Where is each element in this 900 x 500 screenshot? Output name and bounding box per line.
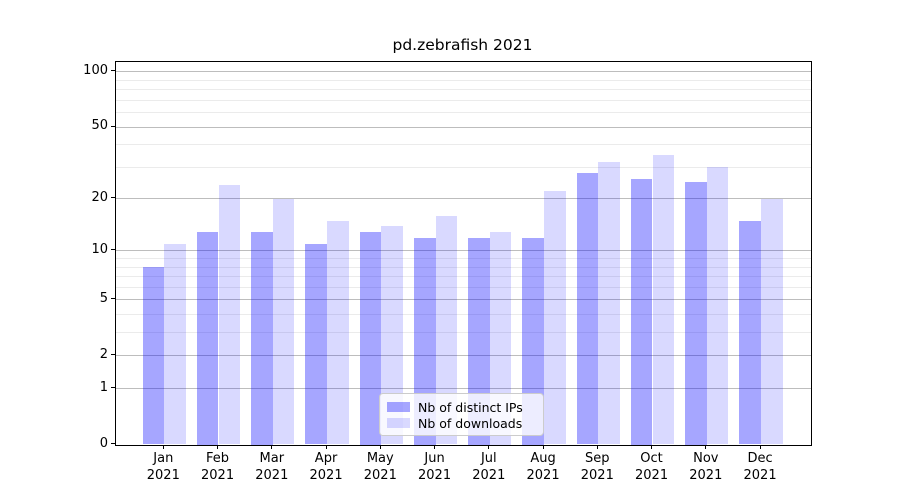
x-tick-label-mar: Mar 2021 <box>245 450 299 484</box>
x-tick-label-may: May 2021 <box>353 450 407 484</box>
gridline-major-2 <box>116 355 811 357</box>
bar-downloads-jan <box>164 243 186 445</box>
gridline-minor-9 <box>116 258 811 260</box>
gridline-minor-30 <box>116 166 811 168</box>
bar-downloads-jun <box>435 215 458 445</box>
bar-distinct-ips-apr <box>305 243 328 445</box>
bar-distinct-ips-nov <box>685 181 707 445</box>
x-tick-label-nov: Nov 2021 <box>679 450 733 484</box>
bar-distinct-ips-jan <box>142 267 165 445</box>
bar-distinct-ips-feb <box>196 231 219 445</box>
y-tick-label-10: 10 <box>91 241 108 257</box>
gridline-minor-70 <box>116 99 811 101</box>
gridline-minor-60 <box>116 112 811 114</box>
bar-downloads-feb <box>218 184 241 445</box>
x-tick-label-feb: Feb 2021 <box>191 450 245 484</box>
x-tick-month: Mar <box>259 451 285 466</box>
gridline-minor-4 <box>116 314 811 316</box>
gridline-major-100 <box>116 71 811 73</box>
gridline-major-50 <box>116 126 811 128</box>
gridline-major-20 <box>116 198 811 200</box>
x-tick-label-jun: Jun 2021 <box>408 450 462 484</box>
x-tick-month: Jul <box>480 451 497 466</box>
x-tick-year: 2021 <box>580 468 614 483</box>
y-tick-label-5: 5 <box>99 290 108 306</box>
x-tick-month: Jun <box>424 451 445 466</box>
y-tick-label-100: 100 <box>83 62 108 78</box>
gridline-minor-40 <box>116 144 811 146</box>
bar-downloads-oct <box>652 155 675 445</box>
x-tick-month: May <box>366 451 394 466</box>
bar-downloads-aug <box>544 191 566 445</box>
bar-downloads-may <box>381 225 403 445</box>
gridline-minor-8 <box>116 266 811 268</box>
gridline-minor-7 <box>116 276 811 278</box>
y-tick-label-0: 0 <box>99 435 108 451</box>
x-tick-month: Aug <box>530 451 556 466</box>
bar-downloads-apr <box>327 220 349 445</box>
x-tick-month: Apr <box>314 451 338 466</box>
bar-downloads-sep <box>598 162 620 445</box>
gridline-minor-3 <box>116 332 811 334</box>
bar-distinct-ips-oct <box>630 178 653 445</box>
legend-label-downloads: Nb of downloads <box>418 415 523 431</box>
y-tick-label-2: 2 <box>99 346 108 362</box>
y-tick-label-1: 1 <box>99 379 108 395</box>
bar-downloads-mar <box>272 198 295 445</box>
x-tick-label-dec: Dec 2021 <box>733 450 787 484</box>
legend-row-downloads: Nb of downloads <box>387 415 535 431</box>
legend-label-distinct-ips: Nb of distinct IPs <box>418 399 523 415</box>
bar-distinct-ips-dec <box>739 220 761 445</box>
y-tick-label-50: 50 <box>91 118 108 134</box>
x-tick-year: 2021 <box>526 468 560 483</box>
gridline-minor-80 <box>116 89 811 91</box>
bar-distinct-ips-may <box>359 231 382 445</box>
y-tick-label-20: 20 <box>91 189 108 205</box>
x-tick-year: 2021 <box>255 468 289 483</box>
bar-downloads-jul <box>489 231 512 445</box>
gridline-major-1 <box>116 388 811 390</box>
bar-distinct-ips-jun <box>413 237 436 445</box>
chart-title: pd.zebrafish 2021 <box>392 36 533 54</box>
x-tick-label-apr: Apr 2021 <box>299 450 353 484</box>
legend-swatch-downloads <box>387 418 410 428</box>
x-tick-year: 2021 <box>635 468 669 483</box>
bar-distinct-ips-mar <box>251 231 273 445</box>
legend-row-distinct-ips: Nb of distinct IPs <box>387 399 535 415</box>
x-tick-month: Jan <box>153 451 174 466</box>
bar-downloads-dec <box>761 198 783 445</box>
bar-distinct-ips-sep <box>576 172 599 445</box>
x-tick-year: 2021 <box>689 468 723 483</box>
x-tick-year: 2021 <box>472 468 506 483</box>
gridline-minor-6 <box>116 286 811 288</box>
x-tick-year: 2021 <box>201 468 235 483</box>
x-tick-year: 2021 <box>309 468 343 483</box>
bar-distinct-ips-jul <box>468 237 490 445</box>
x-tick-month: Nov <box>693 451 719 466</box>
gridline-major-10 <box>116 250 811 252</box>
x-tick-year: 2021 <box>146 468 180 483</box>
legend: Nb of distinct IPs Nb of downloads <box>379 393 544 436</box>
x-tick-month: Sep <box>585 451 610 466</box>
gridline-minor-90 <box>116 79 811 81</box>
plot-area <box>115 60 812 446</box>
gridline-major-5 <box>116 299 811 301</box>
x-tick-label-jul: Jul 2021 <box>462 450 516 484</box>
x-tick-month: Oct <box>640 451 663 466</box>
x-tick-label-oct: Oct 2021 <box>625 450 679 484</box>
x-tick-year: 2021 <box>418 468 452 483</box>
x-tick-month: Dec <box>747 451 773 466</box>
x-tick-year: 2021 <box>743 468 777 483</box>
x-tick-label-aug: Aug 2021 <box>516 450 570 484</box>
x-tick-year: 2021 <box>363 468 397 483</box>
x-tick-month: Feb <box>206 451 230 466</box>
legend-swatch-distinct-ips <box>387 402 410 412</box>
x-tick-label-jan: Jan 2021 <box>136 450 190 484</box>
bar-distinct-ips-aug <box>522 237 545 445</box>
x-tick-label-sep: Sep 2021 <box>570 450 624 484</box>
bar-downloads-nov <box>706 167 729 445</box>
